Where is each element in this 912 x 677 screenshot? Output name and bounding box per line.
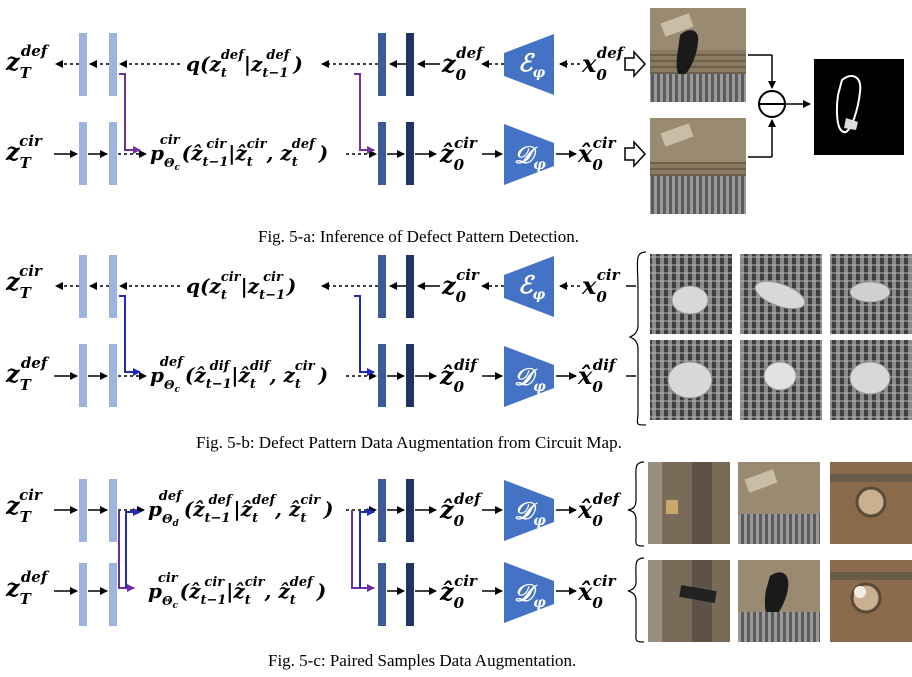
c-top-latent: ẑ0def: [439, 490, 483, 530]
a-top-input: x0def: [581, 44, 626, 84]
b-image-6: [830, 340, 912, 420]
panel-b: zTcir q(ztcir|zt−1cir) z0cir ℰφ x0cir zT…: [5, 251, 912, 452]
c-top-decoder-block: [504, 480, 554, 541]
c-cross-arrow-purple-right: [351, 510, 375, 592]
a-top-bar-1: [79, 33, 87, 96]
b-cond-arrow-left: [119, 295, 141, 376]
b-bot-bar-2: [109, 344, 117, 407]
b-image-3: [830, 254, 912, 334]
c-cross-arrow-blue-right: [359, 508, 375, 588]
a-defect-image: [650, 8, 746, 102]
a-bot-bar-4: [406, 122, 414, 185]
b-bot-left-var: zTdef: [5, 354, 50, 394]
a-bot-bar-2: [109, 122, 117, 185]
a-top-bar-3: [378, 33, 386, 96]
a-top-latent: z0def: [441, 44, 485, 84]
b-top-input: x0cir: [581, 266, 621, 306]
c-top-left-var: zTcir: [5, 486, 43, 526]
b-image-grid: [650, 254, 912, 420]
c-brace-top: [627, 461, 645, 547]
a-top-left-var: zTdef: [5, 42, 50, 82]
c-bot-bar-3: [378, 563, 386, 626]
a-circuit-image: [650, 118, 746, 214]
b-brace: [628, 251, 647, 426]
b-top-left-var: zTcir: [5, 262, 43, 302]
b-top-bar-2: [109, 255, 117, 318]
hollow-arrow-icon: [624, 50, 647, 78]
a-bot-bar-1: [79, 122, 87, 185]
a-bot-left-var: zTcir: [5, 132, 43, 172]
c-bot-process: pΘccir(ẑt−1cir |ẑtcir, ẑtdef): [148, 571, 326, 611]
c-bot-decoder-block: [504, 562, 554, 623]
c-top-process: pΘddef(ẑt−1def |ẑtdef, ẑtcir): [148, 489, 334, 529]
panel-c: zTcir pΘddef(ẑt−1def |ẑtdef, ẑtcir) ẑ0def…: [5, 461, 912, 670]
c-bot-latent: ẑ0cir: [439, 572, 478, 612]
c-bot-left-var: zTdef: [5, 568, 50, 608]
panel-a: zTdef q(ztdef|zt−1def) z0def ℰφ x0def: [5, 8, 904, 246]
a-bot-latent: ẑ0cir: [439, 134, 478, 174]
c-top-bar-1: [79, 479, 87, 542]
b-bot-bar-3: [378, 344, 386, 407]
a-bot-process: pΘccir(ẑt−1cir |ẑtcir, ztdef): [150, 133, 328, 173]
c-top-bar-4: [406, 479, 414, 542]
c-top-image-1: [648, 462, 730, 544]
b-caption: Fig. 5-b: Defect Pattern Data Augmentati…: [196, 433, 622, 452]
hollow-arrow-icon: [624, 140, 647, 168]
a-encoder-label: ℰφ: [518, 48, 546, 81]
c-cross-arrow-blue-left: [125, 508, 141, 588]
b-image-2: [740, 254, 822, 334]
b-image-4: [650, 340, 732, 420]
a-decoder-block: [504, 124, 554, 185]
c-top-bar-2: [109, 479, 117, 542]
c-bot-image-3: [830, 560, 912, 642]
a-bot-output: x̂0cir: [577, 134, 617, 174]
b-decoder-block: [504, 346, 554, 407]
a-encoder-block: [504, 34, 554, 95]
a-bot-bar-3: [378, 122, 386, 185]
a-caption: Fig. 5-a: Inference of Defect Pattern De…: [258, 227, 579, 246]
b-bot-latent: ẑ0dif: [439, 356, 479, 396]
b-bot-output: x̂0dif: [577, 356, 618, 396]
b-top-latent: z0cir: [441, 266, 480, 306]
b-image-1: [650, 254, 732, 334]
a-top-bar-2: [109, 33, 117, 96]
c-caption: Fig. 5-c: Paired Samples Data Augmentati…: [268, 651, 576, 670]
a-defect-mask-image: [814, 59, 904, 155]
c-bot-image-1: [648, 560, 730, 642]
a-top-bar-4: [406, 33, 414, 96]
c-bot-bar-1: [79, 563, 87, 626]
a-top-process: q(ztdef|zt−1def): [186, 48, 303, 81]
b-top-bar-1: [79, 255, 87, 318]
c-bot-bar-4: [406, 563, 414, 626]
c-top-image-3: [830, 462, 912, 544]
b-bot-bar-4: [406, 344, 414, 407]
b-top-bar-3: [378, 255, 386, 318]
b-top-bar-4: [406, 255, 414, 318]
b-image-5: [740, 340, 822, 420]
b-encoder-label: ℰφ: [518, 270, 546, 303]
c-top-image-2: [738, 462, 820, 544]
c-image-grid: [648, 462, 912, 642]
c-brace-bottom: [627, 557, 645, 643]
b-cond-arrow-right: [354, 295, 375, 376]
c-bot-bar-2: [109, 563, 117, 626]
c-top-bar-3: [378, 479, 386, 542]
c-cross-arrow-purple-left: [118, 510, 135, 592]
c-bot-image-2: [738, 560, 820, 642]
c-bot-output: x̂0cir: [577, 572, 617, 612]
b-encoder-block: [504, 256, 554, 317]
a-cond-arrow-left: [119, 73, 141, 154]
a-cond-arrow-right: [354, 73, 375, 154]
b-top-process: q(ztcir|zt−1cir): [186, 270, 296, 303]
b-bot-process: pΘcdef(ẑt−1dif |ẑtdif, ztcir): [150, 355, 328, 395]
c-top-output: x̂0def: [577, 490, 622, 530]
b-bot-bar-1: [79, 344, 87, 407]
